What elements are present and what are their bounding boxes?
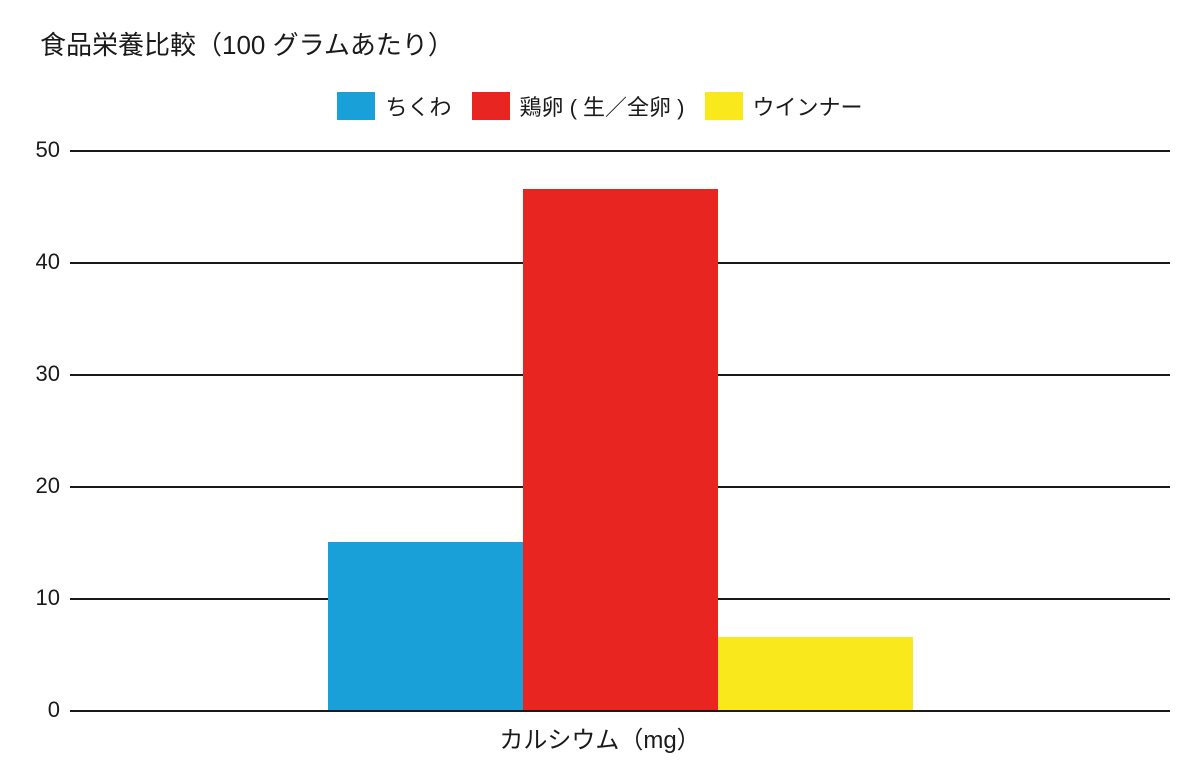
y-tick-label: 30	[36, 361, 60, 387]
legend-swatch	[337, 92, 375, 120]
x-axis-label: カルシウム（mg）	[0, 720, 1200, 755]
bar	[328, 542, 523, 710]
legend-swatch	[472, 92, 510, 120]
bar	[718, 637, 913, 710]
y-tick-label: 10	[36, 585, 60, 611]
y-tick-label: 50	[36, 137, 60, 163]
y-tick-label: 20	[36, 473, 60, 499]
chart-plot-area: 01020304050	[70, 150, 1170, 710]
bar	[523, 189, 718, 710]
legend: ちくわ 鶏卵 ( 生／全卵 ) ウインナー	[0, 90, 1200, 122]
legend-item: 鶏卵 ( 生／全卵 )	[472, 90, 685, 122]
x-axis-line	[70, 710, 1170, 712]
y-tick-label: 40	[36, 249, 60, 275]
legend-item: ウインナー	[705, 90, 863, 122]
legend-item: ちくわ	[337, 90, 451, 122]
gridline	[70, 150, 1170, 152]
legend-label: 鶏卵 ( 生／全卵 )	[520, 90, 685, 122]
legend-label: ウインナー	[753, 90, 863, 122]
legend-swatch	[705, 92, 743, 120]
legend-label: ちくわ	[385, 90, 451, 122]
chart-title: 食品栄養比較（100 グラムあたり）	[40, 25, 454, 62]
